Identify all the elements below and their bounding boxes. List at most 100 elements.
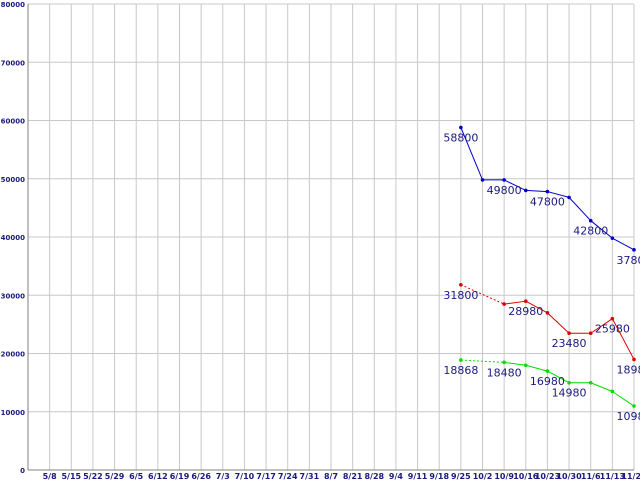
y-tick-label: 30000 [1, 292, 25, 300]
series-1-point [567, 195, 571, 200]
x-tick-label: 10/9 [494, 472, 514, 480]
series-3-data-label: 18480 [487, 366, 522, 379]
x-tick-label: 5/22 [83, 472, 103, 480]
series-1-segment [568, 197, 592, 222]
x-tick-label: 6/5 [129, 472, 143, 480]
series-3-point [632, 404, 636, 408]
x-tick-label: 9/4 [389, 472, 403, 480]
x-tick-label: 9/18 [429, 472, 449, 480]
series-1-data-label: 37800 [617, 254, 640, 267]
x-tick-label: 7/17 [256, 472, 276, 480]
series-2-segment [547, 312, 570, 334]
x-tick-label: 11/13 [600, 472, 625, 480]
y-axis-ticks: 0 10000 20000 30000 40000 50000 60000 70000 8000… [1, 1, 25, 475]
series-1-point [459, 125, 463, 130]
series-1-data-label: 49800 [487, 184, 522, 197]
x-tick-label: 10/16 [513, 472, 539, 480]
series-3-point [459, 358, 463, 362]
series-2-segment [504, 300, 526, 305]
series-3-data-label: 10980 [617, 410, 640, 423]
series-2-point [545, 311, 550, 315]
series-1-point [480, 178, 485, 182]
x-tick-label: 8/21 [343, 472, 363, 480]
series-1-point [588, 218, 593, 223]
y-tick-label: 50000 [1, 176, 25, 184]
x-tick-label: 11/6 [581, 472, 601, 480]
series-2-point [502, 302, 506, 306]
series-1-segment [590, 220, 613, 239]
x-tick-label: 10/2 [473, 472, 493, 480]
series-1-point [523, 188, 528, 193]
x-tick-label: 7/10 [235, 472, 255, 480]
series-3-segment [525, 364, 548, 372]
x-tick-label: 5/8 [43, 472, 57, 480]
series-3-point [523, 363, 528, 368]
series-2-point [567, 331, 571, 336]
x-tick-label: 7/24 [278, 472, 298, 480]
series-1-data-label: 47800 [530, 196, 565, 209]
x-tick-label: 5/29 [105, 472, 125, 480]
x-tick-label: 9/11 [408, 472, 428, 480]
series-1-point [502, 178, 506, 182]
series-1-segment [525, 189, 548, 193]
series-2-point [523, 299, 528, 303]
y-tick-label: 80000 [1, 1, 25, 9]
data-labels: 58800 49800 47800 42800 37800 31800 28980 23480… [443, 131, 640, 423]
series-3-point [567, 380, 571, 385]
x-axis-ticks: 5/8 5/15 5/22 5/29 6/5 6/12 6/19 6/26 7/3 7/10 7/1… [43, 472, 640, 480]
x-tick-label: 8/7 [324, 472, 338, 480]
series-1-point [545, 189, 550, 194]
series-3-data-label: 18868 [443, 364, 478, 377]
series-1-point [610, 236, 615, 240]
x-tick-label: 6/26 [191, 472, 211, 480]
x-tick-label: 8/28 [364, 472, 384, 480]
series-3-data-label: 14980 [552, 387, 587, 400]
series-3-data-label: 16980 [530, 375, 565, 388]
series-3-point [588, 380, 593, 385]
series-2-point [459, 282, 463, 287]
series-3-segment [504, 361, 526, 366]
y-tick-label: 20000 [1, 351, 25, 359]
series-2-data-label: 31800 [443, 289, 478, 302]
series-3-segment [460, 359, 505, 363]
x-tick-label: 6/12 [148, 472, 168, 480]
x-tick-label: 6/19 [170, 472, 190, 480]
series-2-data-label: 25980 [595, 323, 630, 336]
series-2-segment [590, 318, 613, 334]
series-2-point [632, 357, 636, 362]
y-tick-label: 10000 [1, 409, 25, 417]
series-3-point [545, 369, 550, 373]
series-2-data-label: 23480 [552, 337, 587, 350]
y-tick-label: 40000 [1, 234, 25, 242]
x-tick-label: 10/23 [535, 472, 560, 480]
chart-series [459, 125, 636, 408]
series-2-data-label: 28980 [508, 305, 543, 318]
series-3-point [502, 360, 506, 365]
series-1-data-label: 58800 [443, 131, 478, 144]
series-2-segment [525, 300, 548, 314]
series-3-point [610, 389, 615, 394]
series-3-segment [590, 382, 613, 392]
y-tick-label: 0 [20, 467, 25, 475]
x-tick-label: 7/31 [300, 472, 320, 480]
x-tick-label: 11/20 [621, 472, 640, 480]
y-tick-label: 60000 [1, 118, 25, 126]
x-tick-label: 10/30 [556, 472, 582, 480]
x-tick-label: 9/25 [451, 472, 471, 480]
series-1-data-label: 42800 [573, 225, 608, 238]
series-1-segment [460, 127, 483, 181]
chart-grid [27, 3, 635, 471]
series-1-segment [547, 191, 570, 198]
series-2-point [610, 316, 615, 321]
x-tick-label: 7/3 [216, 472, 230, 480]
series-1-segment [612, 237, 635, 251]
series-1-segment [503, 179, 527, 191]
series-3-segment [547, 370, 570, 384]
series-3-segment [612, 391, 635, 407]
series-2-data-label: 18980 [617, 363, 640, 376]
series-1-point [632, 248, 636, 252]
series-2-point [588, 331, 593, 336]
series-2-segment [611, 318, 635, 360]
y-tick-label: 70000 [1, 59, 25, 67]
